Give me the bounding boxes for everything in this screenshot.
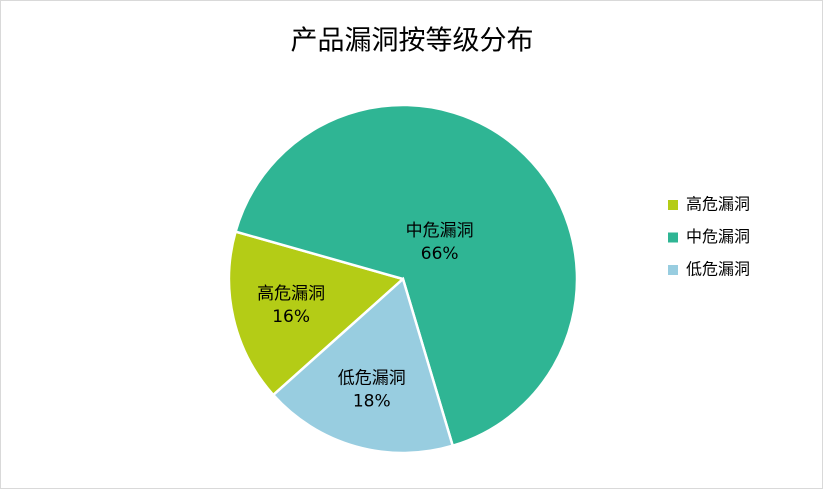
slice-value-label: 18% [353,392,391,412]
slice-label: 中危漏洞 [406,221,474,241]
legend-swatch [668,232,678,243]
legend-label: 低危漏洞 [686,260,750,279]
slice-label: 高危漏洞 [257,284,325,304]
legend-swatch [668,200,678,210]
pie-slice [271,276,455,455]
legend-label: 高危漏洞 [686,195,750,214]
pie-slice [234,103,579,448]
legend-label: 中危漏洞 [686,227,750,246]
slice-label: 低危漏洞 [338,369,406,389]
legend-swatch [668,265,678,275]
pie-slice [227,230,406,397]
chart-title: 产品漏洞按等级分布 [291,26,534,57]
slice-value-label: 16% [272,307,310,327]
slice-value-label: 66% [421,244,459,264]
